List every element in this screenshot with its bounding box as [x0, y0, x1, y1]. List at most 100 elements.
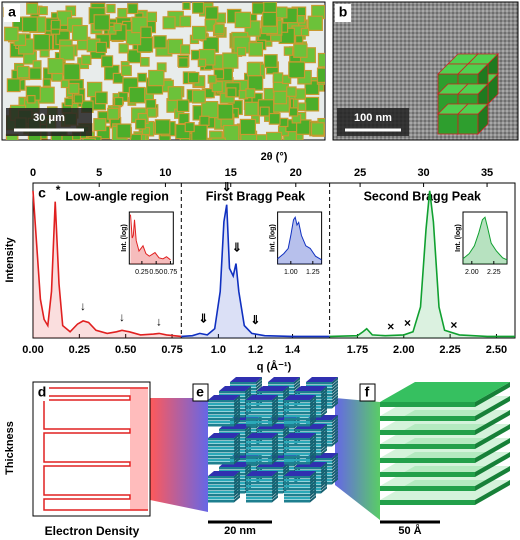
label-box — [335, 4, 351, 22]
connector — [335, 398, 380, 520]
plate-side — [310, 413, 316, 421]
plate-side — [272, 489, 278, 497]
cube-face — [437, 113, 459, 135]
inset-shading — [277, 217, 322, 264]
plate — [257, 391, 283, 394]
plate-side — [310, 486, 316, 494]
crystal — [26, 2, 39, 15]
plate-top — [246, 395, 278, 400]
crystal — [153, 35, 167, 49]
plate-side — [245, 430, 251, 438]
segment-title: Low-angle region — [65, 189, 168, 203]
crystal — [247, 75, 264, 91]
crystal — [107, 107, 120, 120]
plate-side — [310, 480, 316, 488]
plate-side — [272, 495, 278, 503]
crystal — [248, 42, 264, 57]
plate — [208, 412, 234, 415]
slab-side — [475, 410, 510, 435]
plate — [246, 488, 272, 491]
plate-side — [245, 427, 251, 435]
area-shading — [329, 190, 515, 338]
crystal — [42, 78, 52, 87]
label-box — [359, 383, 376, 402]
crystal — [6, 78, 21, 93]
plate — [295, 429, 321, 432]
y-label: Thickness — [4, 421, 16, 475]
crystal — [128, 86, 146, 104]
plate — [208, 494, 234, 497]
plate — [257, 467, 283, 470]
plate-side — [332, 380, 338, 388]
plate-side — [310, 410, 316, 418]
slab-side — [475, 466, 510, 491]
plate — [246, 444, 272, 447]
plate — [208, 418, 234, 421]
crystal — [213, 68, 225, 80]
crystal — [68, 82, 80, 95]
annotation: ↓ — [156, 315, 162, 329]
plate-side — [234, 471, 240, 479]
annotation: ⇓ — [250, 313, 260, 327]
crystal — [154, 119, 171, 135]
plate-side — [332, 395, 338, 403]
panel-label: d — [38, 384, 47, 400]
plate-side — [234, 474, 240, 482]
inset-y-label: Int. (log) — [121, 224, 128, 252]
crystal — [129, 133, 142, 140]
plate — [284, 488, 310, 491]
crystal — [297, 102, 307, 112]
plate-side — [234, 448, 240, 456]
plate-side — [310, 448, 316, 456]
crystal — [288, 61, 306, 79]
plate-side — [310, 445, 316, 453]
annotation: ⇓ — [232, 240, 242, 254]
inset-frame — [462, 211, 508, 265]
crystal — [82, 137, 96, 140]
plate-top — [268, 377, 300, 382]
plate-side — [272, 474, 278, 482]
crystal — [226, 87, 237, 98]
plate-side — [321, 486, 327, 494]
plate-side — [332, 377, 338, 385]
plate-side — [321, 386, 327, 394]
plate-side — [310, 474, 316, 482]
plate-side — [272, 436, 278, 444]
plate — [208, 453, 234, 456]
plate-side — [234, 395, 240, 403]
plate-side — [283, 392, 289, 400]
scale-text: 20 nm — [224, 525, 256, 537]
plate-side — [234, 410, 240, 418]
crystal — [101, 55, 114, 68]
plate-side — [310, 492, 316, 500]
plate-side — [272, 433, 278, 441]
plate-side — [272, 486, 278, 494]
plate-side — [256, 383, 262, 391]
inset-tick-label: 0.75 — [164, 269, 178, 276]
crystal — [16, 65, 30, 79]
crystal — [204, 6, 219, 20]
plate — [246, 491, 272, 494]
crystal — [272, 72, 284, 83]
annotation: × — [404, 316, 411, 330]
plate-side — [272, 401, 278, 409]
plate-side — [321, 483, 327, 491]
panel-label: c — [38, 185, 46, 201]
panel-label: b — [339, 4, 348, 20]
plate — [208, 438, 234, 441]
superlattice — [208, 377, 338, 503]
panel-d: Electron Density Thickness d — [4, 381, 380, 538]
crystal — [21, 16, 38, 33]
crystal — [222, 52, 239, 69]
plate-side — [332, 424, 338, 432]
plate — [246, 406, 272, 409]
plate-top — [284, 471, 316, 476]
crystal — [268, 112, 281, 125]
x-tick-label: 2.50 — [486, 344, 507, 356]
slab-side — [475, 480, 510, 505]
label-box — [192, 383, 209, 402]
x2-tick-label: 10 — [159, 167, 171, 179]
plate-side — [234, 398, 240, 406]
plate — [306, 420, 332, 423]
plate-side — [321, 474, 327, 482]
